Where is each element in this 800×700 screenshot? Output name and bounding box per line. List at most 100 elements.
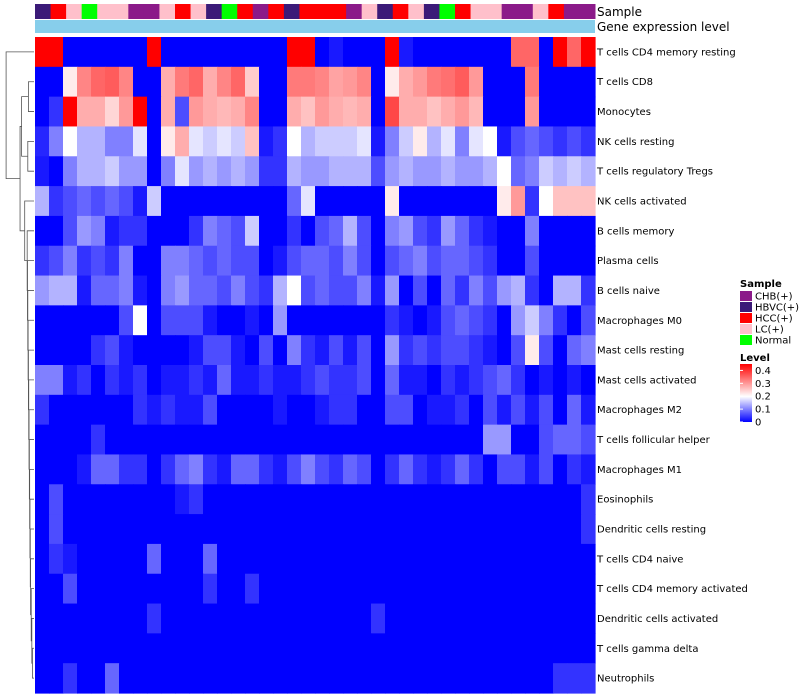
- heatmap-cell: [553, 37, 568, 68]
- heatmap-cell: [539, 126, 554, 157]
- heatmap-cell: [329, 126, 344, 157]
- heatmap-cell: [245, 37, 260, 68]
- heatmap-cell: [441, 96, 456, 128]
- heatmap-cell: [301, 156, 316, 187]
- heatmap-cell: [77, 335, 92, 366]
- heatmap-cell: [511, 365, 526, 396]
- heatmap-cell: [553, 603, 568, 634]
- heatmap-cell: [553, 215, 568, 247]
- heatmap-cell: [91, 335, 106, 366]
- heatmap-cell: [217, 245, 232, 277]
- heatmap-cell: [413, 305, 428, 336]
- heatmap-cell: [77, 37, 92, 68]
- sample-annotation-cell: [377, 4, 394, 19]
- heatmap-cell: [441, 484, 456, 515]
- heatmap-cell: [189, 126, 204, 157]
- heatmap-cell: [105, 484, 120, 515]
- heatmap-cell: [371, 603, 386, 634]
- heatmap-cell: [483, 96, 498, 128]
- heatmap-cell: [483, 663, 498, 694]
- sample-annotation-cell: [81, 4, 98, 19]
- heatmap-cell: [63, 603, 78, 634]
- heatmap-cell: [287, 245, 302, 277]
- dendrogram-link: [32, 647, 34, 679]
- heatmap-cell: [35, 126, 50, 157]
- heatmap-cell: [231, 454, 246, 485]
- heatmap-cell: [259, 484, 274, 515]
- heatmap-cell: [49, 335, 64, 366]
- heatmap-cell: [455, 335, 470, 366]
- heatmap-cell: [581, 275, 596, 306]
- heatmap-cell: [581, 66, 596, 98]
- heatmap-cell: [35, 424, 50, 456]
- heatmap-cell: [203, 573, 218, 605]
- heatmap-cell: [315, 454, 330, 485]
- heatmap-cell: [91, 424, 106, 456]
- heatmap-cell: [217, 603, 232, 634]
- heatmap-cell: [483, 126, 498, 157]
- heatmap-cell: [483, 573, 498, 605]
- dendrogram-link: [5, 51, 34, 180]
- heatmap-cell: [525, 454, 540, 485]
- sample-annotation-cell: [97, 4, 114, 19]
- heatmap-cell: [497, 96, 512, 128]
- heatmap-cell: [357, 633, 372, 664]
- heatmap-cell: [497, 37, 512, 68]
- heatmap-cell: [329, 335, 344, 366]
- heatmap-cell: [217, 454, 232, 485]
- heatmap-cell: [287, 156, 302, 187]
- heatmap-cell: [343, 394, 358, 426]
- sample-annotation-cell: [315, 4, 332, 19]
- heatmap-cell: [119, 305, 134, 336]
- heatmap-cell: [189, 215, 204, 247]
- heatmap-cell: [203, 335, 218, 366]
- heatmap-cell: [567, 305, 582, 336]
- heatmap-cell: [119, 37, 134, 68]
- heatmap-cell: [497, 633, 512, 664]
- heatmap-cell: [119, 454, 134, 485]
- heatmap-cell: [539, 66, 554, 98]
- heatmap-cell: [427, 484, 442, 515]
- heatmap-cell: [483, 215, 498, 247]
- heatmap-cell: [427, 573, 442, 605]
- heatmap-cell: [567, 454, 582, 485]
- heatmap-cell: [413, 186, 428, 217]
- heatmap-cell: [273, 365, 288, 396]
- heatmap-cell: [231, 126, 246, 157]
- heatmap-cell: [217, 186, 232, 217]
- dendrogram-link: [31, 618, 34, 664]
- heatmap-cell: [49, 573, 64, 605]
- heatmap-cell: [385, 156, 400, 187]
- heatmap-cell: [203, 275, 218, 306]
- heatmap-cell: [301, 305, 316, 336]
- heatmap-cell: [119, 394, 134, 426]
- heatmap-cell: [245, 275, 260, 306]
- heatmap-cell: [91, 215, 106, 247]
- heatmap-cell: [371, 365, 386, 396]
- heatmap-cell: [119, 603, 134, 634]
- heatmap-cell: [147, 335, 162, 366]
- heatmap-cell: [497, 514, 512, 545]
- heatmap-cell: [343, 245, 358, 277]
- heatmap-cell: [231, 186, 246, 217]
- heatmap-cell: [539, 603, 554, 634]
- heatmap-cell: [273, 454, 288, 485]
- heatmap-cell: [63, 454, 78, 485]
- heatmap-cell: [357, 454, 372, 485]
- heatmap-cell: [539, 633, 554, 664]
- heatmap-cell: [161, 156, 176, 187]
- heatmap-cell: [525, 663, 540, 694]
- sample-annotation-cell: [361, 4, 378, 19]
- heatmap-cell: [525, 514, 540, 545]
- heatmap-cell: [343, 633, 358, 664]
- legend-swatch: [740, 335, 752, 345]
- heatmap-cell: [441, 603, 456, 634]
- heatmap-cell: [525, 245, 540, 277]
- heatmap-cell: [35, 335, 50, 366]
- heatmap-cell: [385, 514, 400, 545]
- heatmap-cell: [175, 543, 190, 575]
- heatmap-cell: [287, 66, 302, 98]
- heatmap-cell: [455, 454, 470, 485]
- heatmap-cell: [539, 484, 554, 515]
- heatmap-cell: [245, 603, 260, 634]
